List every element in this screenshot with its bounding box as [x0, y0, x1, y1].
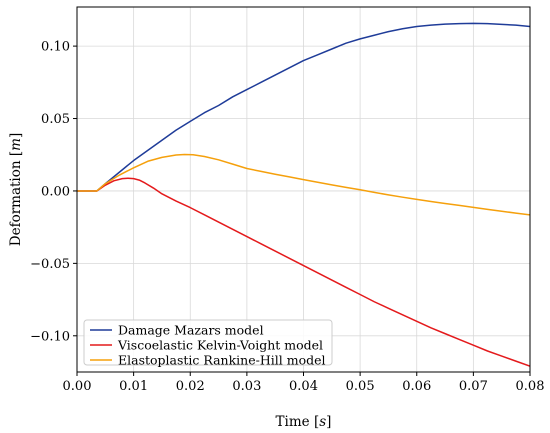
y-tick-label: 0.00	[41, 184, 70, 199]
x-tick-label: 0.00	[63, 379, 92, 394]
x-tick-label: 0.05	[346, 379, 375, 394]
x-tick-label: 0.03	[232, 379, 261, 394]
x-axis-label-text: Time	[276, 414, 310, 430]
x-axis-label-bracket-open: [	[314, 414, 319, 430]
x-tick-label: 0.08	[516, 379, 545, 394]
x-tick-label: 0.07	[459, 379, 488, 394]
y-axis-label-text: Deformation	[8, 160, 24, 246]
series-lines	[77, 22, 530, 367]
grid-lines	[76, 7, 531, 372]
y-tick-label: 0.10	[41, 40, 70, 55]
legend-entry: Damage Mazars model	[118, 323, 264, 338]
x-tick-label: 0.02	[176, 379, 205, 394]
legend-entry: Viscoelastic Kelvin-Voight model	[117, 338, 323, 353]
series-line-3	[77, 153, 530, 216]
y-tick-label: 0.05	[41, 112, 70, 127]
series-line-2	[77, 177, 530, 367]
legend-entry: Elastoplastic Rankine-Hill model	[118, 353, 326, 368]
y-tick-label: −0.05	[30, 257, 70, 272]
y-tick-label: −0.10	[30, 329, 70, 344]
x-axis-label: Time [s]	[276, 414, 332, 430]
axis-ticks: 0.00 0.01 0.02 0.03 0.04 0.05 0.06 0.07 0.08 −0.1…	[30, 40, 544, 394]
x-axis-label-unit: s	[319, 414, 326, 430]
y-axis-label-bracket-open: [	[8, 151, 24, 156]
x-tick-label: 0.01	[119, 379, 148, 394]
y-axis-label: Deformation [m]	[8, 133, 24, 246]
x-axis-label-bracket-close: ]	[326, 414, 331, 430]
x-tick-label: 0.04	[289, 379, 318, 394]
x-tick-label: 0.06	[402, 379, 431, 394]
legend-box	[83, 319, 333, 366]
series-line-1	[77, 22, 530, 192]
y-axis-label-bracket-close: ]	[8, 133, 24, 138]
y-axis-label-unit: m	[8, 138, 24, 151]
